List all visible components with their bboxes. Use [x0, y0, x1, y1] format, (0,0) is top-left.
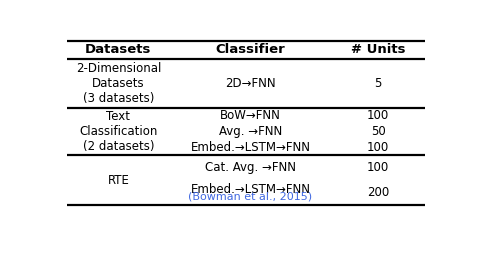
Text: (Bowman et al., 2015): (Bowman et al., 2015)	[189, 191, 312, 201]
Text: Embed.→LSTM→FNN: Embed.→LSTM→FNN	[191, 141, 311, 154]
Text: Text
Classification
(2 datasets): Text Classification (2 datasets)	[79, 110, 157, 153]
Text: # Units: # Units	[351, 43, 406, 56]
Text: Datasets: Datasets	[85, 43, 152, 56]
Text: 100: 100	[367, 161, 389, 174]
Text: BoW→FNN: BoW→FNN	[220, 109, 281, 122]
Text: Embed.→LSTM→FNN: Embed.→LSTM→FNN	[191, 183, 311, 196]
Text: 5: 5	[374, 77, 382, 90]
Text: 100: 100	[367, 109, 389, 122]
Text: RTE: RTE	[108, 174, 129, 187]
Text: Cat. Avg. →FNN: Cat. Avg. →FNN	[205, 161, 296, 174]
Text: 2-Dimensional
Datasets
(3 datasets): 2-Dimensional Datasets (3 datasets)	[76, 62, 161, 105]
Text: 2D→FNN: 2D→FNN	[225, 77, 276, 90]
Text: 200: 200	[367, 186, 389, 199]
Text: Classifier: Classifier	[216, 43, 285, 56]
Text: 50: 50	[371, 125, 385, 138]
Text: 100: 100	[367, 141, 389, 154]
Text: Avg. →FNN: Avg. →FNN	[219, 125, 282, 138]
